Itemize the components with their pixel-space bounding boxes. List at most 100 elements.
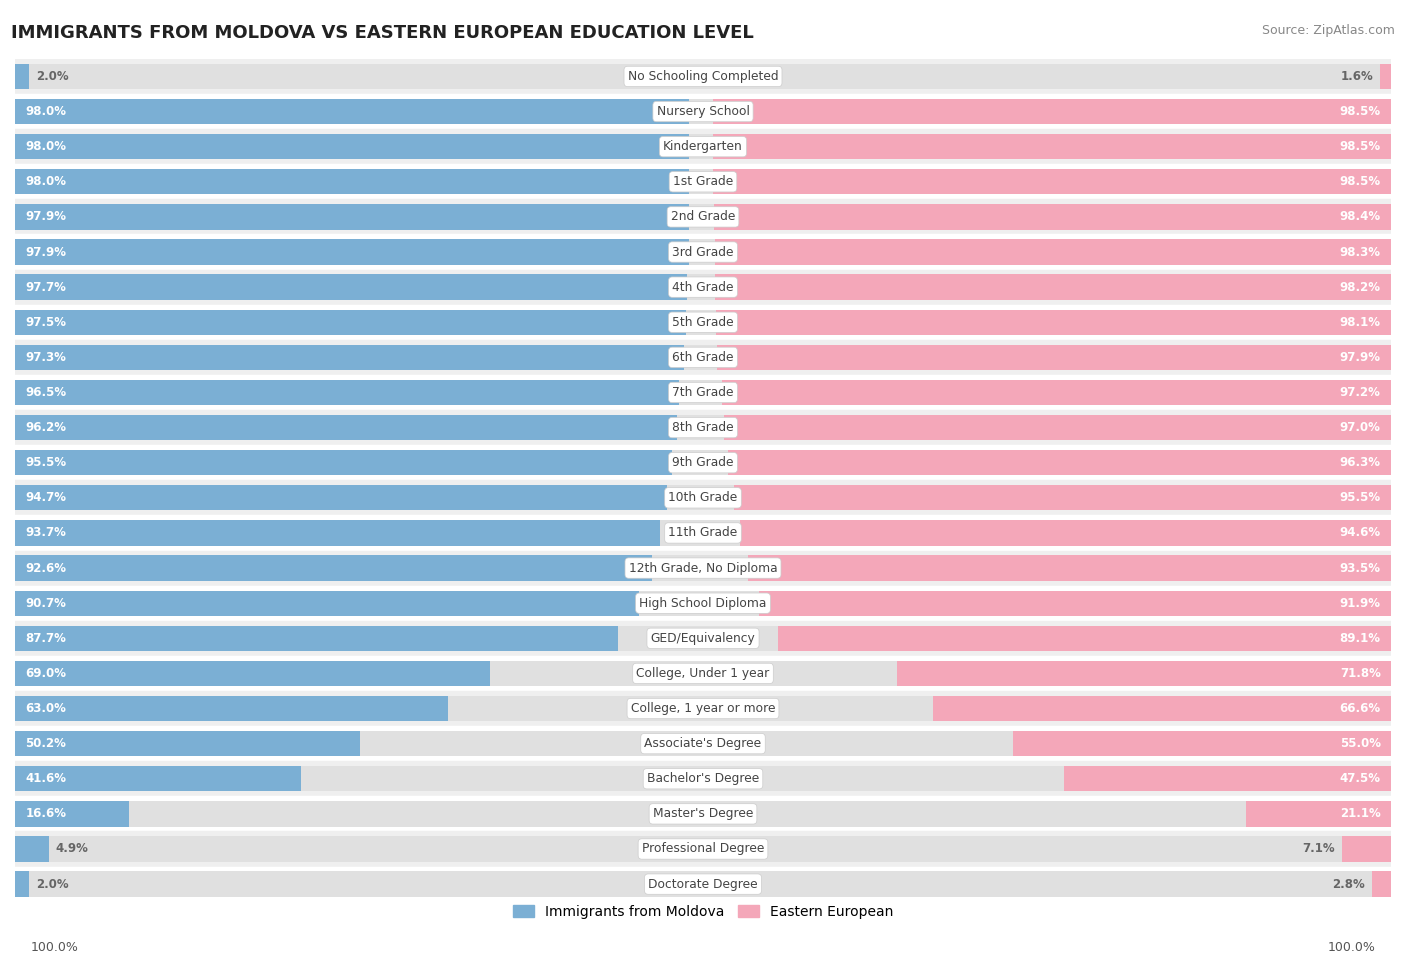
Text: 97.9%: 97.9% — [1340, 351, 1381, 364]
Bar — [1, 761, 1405, 797]
Text: 100.0%: 100.0% — [1327, 941, 1375, 954]
Bar — [703, 240, 1391, 264]
Bar — [1, 446, 1405, 481]
Bar — [728, 450, 1391, 476]
Bar — [15, 63, 703, 89]
Text: 91.9%: 91.9% — [1340, 597, 1381, 609]
Bar — [748, 556, 1391, 581]
Bar — [15, 766, 301, 792]
Bar — [1372, 872, 1391, 897]
Bar — [15, 837, 49, 862]
Bar — [778, 626, 1391, 651]
Bar — [15, 486, 666, 511]
Text: High School Diploma: High School Diploma — [640, 597, 766, 609]
Text: 7.1%: 7.1% — [1302, 842, 1336, 855]
Bar — [703, 134, 1391, 159]
Text: Bachelor's Degree: Bachelor's Degree — [647, 772, 759, 785]
Bar — [15, 204, 703, 229]
Bar — [15, 450, 672, 476]
Text: 98.5%: 98.5% — [1340, 176, 1381, 188]
Bar — [15, 310, 703, 334]
Text: 97.9%: 97.9% — [25, 246, 66, 258]
Bar — [1, 481, 1405, 516]
Bar — [1, 164, 1405, 199]
Text: 1st Grade: 1st Grade — [673, 176, 733, 188]
Bar — [717, 345, 1391, 370]
Bar — [703, 345, 1391, 370]
Text: 98.5%: 98.5% — [1340, 105, 1381, 118]
Bar — [1, 410, 1405, 446]
Bar — [714, 240, 1391, 264]
Text: 100.0%: 100.0% — [31, 941, 79, 954]
Bar — [703, 204, 1391, 229]
Text: College, 1 year or more: College, 1 year or more — [631, 702, 775, 715]
Bar — [716, 275, 1391, 299]
Bar — [703, 766, 1391, 792]
Bar — [724, 415, 1391, 441]
Text: 41.6%: 41.6% — [25, 772, 66, 785]
Bar — [15, 98, 689, 124]
Text: 21.1%: 21.1% — [1340, 807, 1381, 820]
Text: 1.6%: 1.6% — [1340, 70, 1374, 83]
Text: 96.3%: 96.3% — [1340, 456, 1381, 469]
Bar — [1012, 731, 1391, 757]
Text: 98.0%: 98.0% — [25, 176, 66, 188]
Bar — [703, 731, 1391, 757]
Bar — [15, 345, 685, 370]
Bar — [703, 521, 1391, 546]
Text: 66.6%: 66.6% — [1340, 702, 1381, 715]
Bar — [15, 626, 703, 651]
Bar — [1, 269, 1405, 305]
Bar — [703, 380, 1391, 406]
Bar — [15, 134, 703, 159]
Bar — [1, 129, 1405, 164]
Bar — [1, 621, 1405, 656]
Bar — [1, 832, 1405, 867]
Text: 95.5%: 95.5% — [1340, 491, 1381, 504]
Bar — [1, 58, 1405, 94]
Bar — [1, 305, 1405, 340]
Bar — [1, 94, 1405, 129]
Bar — [1, 551, 1405, 586]
Text: 7th Grade: 7th Grade — [672, 386, 734, 399]
Bar — [1, 340, 1405, 375]
Text: 97.0%: 97.0% — [1340, 421, 1381, 434]
Bar — [15, 169, 703, 194]
Bar — [15, 696, 449, 722]
Text: 63.0%: 63.0% — [25, 702, 66, 715]
Text: 2nd Grade: 2nd Grade — [671, 211, 735, 223]
Text: 95.5%: 95.5% — [25, 456, 66, 469]
Text: Source: ZipAtlas.com: Source: ZipAtlas.com — [1261, 24, 1395, 37]
Text: College, Under 1 year: College, Under 1 year — [637, 667, 769, 680]
Text: 2.8%: 2.8% — [1331, 878, 1365, 890]
Text: 16.6%: 16.6% — [25, 807, 66, 820]
Bar — [15, 240, 703, 264]
Bar — [1381, 63, 1391, 89]
Text: 97.3%: 97.3% — [25, 351, 66, 364]
Bar — [15, 345, 703, 370]
Text: 87.7%: 87.7% — [25, 632, 66, 644]
Bar — [15, 450, 703, 476]
Text: 98.0%: 98.0% — [25, 140, 66, 153]
Text: 93.5%: 93.5% — [1340, 562, 1381, 574]
Text: 89.1%: 89.1% — [1340, 632, 1381, 644]
Text: 92.6%: 92.6% — [25, 562, 66, 574]
Text: 12th Grade, No Diploma: 12th Grade, No Diploma — [628, 562, 778, 574]
Bar — [897, 661, 1391, 686]
Bar — [15, 486, 703, 511]
Bar — [1, 234, 1405, 269]
Bar — [1, 375, 1405, 410]
Bar — [703, 310, 1391, 334]
Bar — [1343, 837, 1391, 862]
Bar — [740, 521, 1391, 546]
Text: 97.5%: 97.5% — [25, 316, 66, 329]
Bar — [703, 415, 1391, 441]
Text: 3rd Grade: 3rd Grade — [672, 246, 734, 258]
Bar — [15, 591, 638, 616]
Text: Professional Degree: Professional Degree — [641, 842, 765, 855]
Text: 6th Grade: 6th Grade — [672, 351, 734, 364]
Bar — [15, 626, 619, 651]
Text: 2.0%: 2.0% — [35, 70, 69, 83]
Text: No Schooling Completed: No Schooling Completed — [627, 70, 779, 83]
Text: 50.2%: 50.2% — [25, 737, 66, 750]
